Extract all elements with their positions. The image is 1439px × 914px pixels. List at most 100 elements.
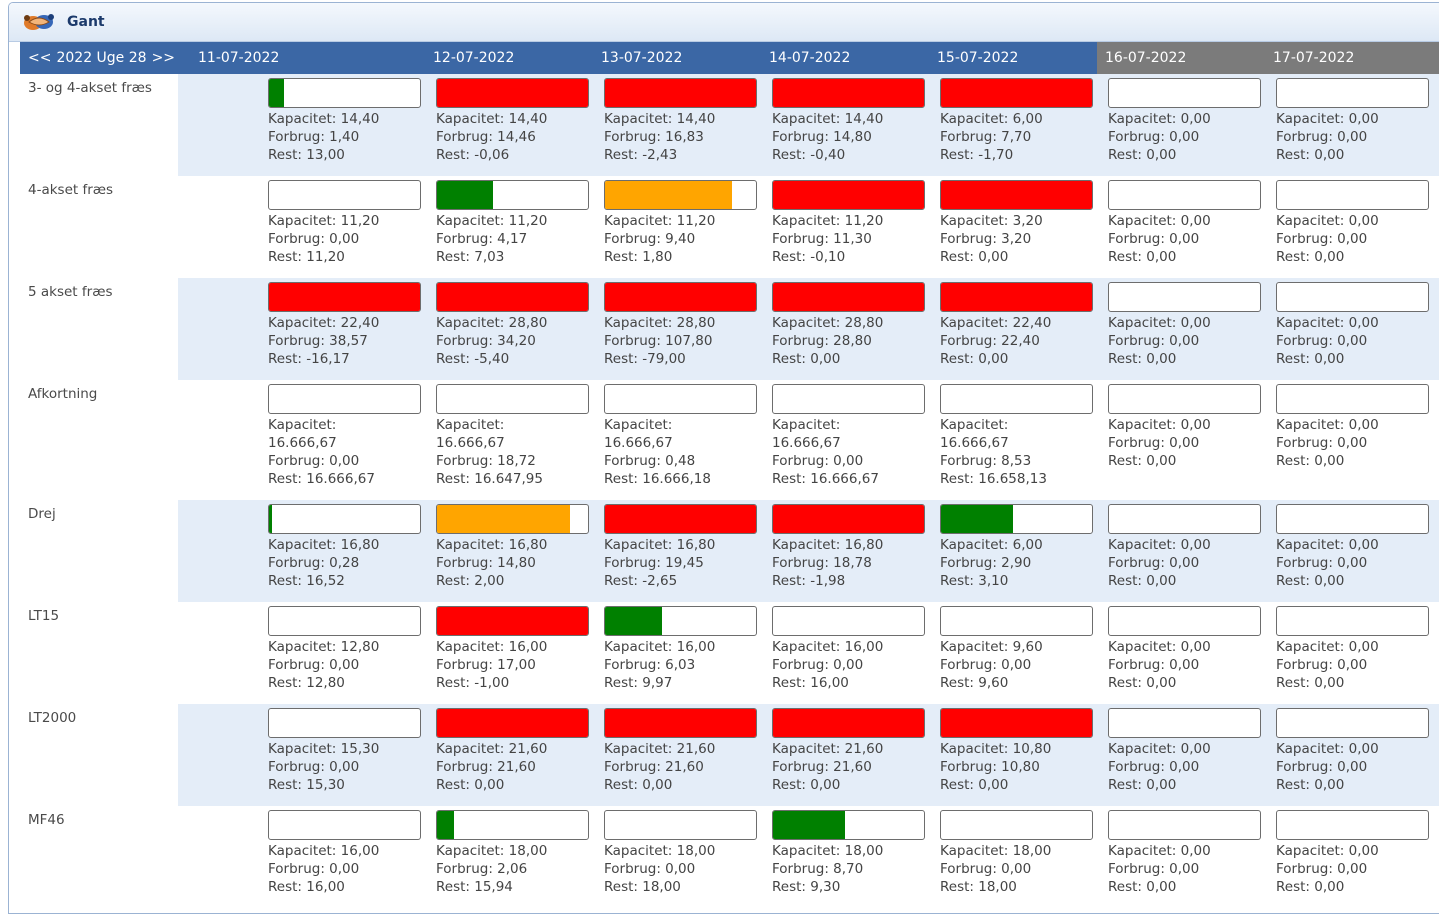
capacity-cell: Kapacitet: 9,60 Forbrug: 0,00 Rest: 9,60	[940, 602, 1108, 704]
capacity-line: 16.666,67	[772, 435, 841, 451]
capacity-bar[interactable]	[268, 504, 421, 534]
capacity-line: Kapacitet: 0,00	[1276, 315, 1379, 331]
capacity-bar[interactable]	[1276, 708, 1429, 738]
capacity-line: Rest: 15,30	[268, 777, 345, 793]
capacity-bar[interactable]	[604, 282, 757, 312]
capacity-bar[interactable]	[1108, 384, 1261, 414]
capacity-bar[interactable]	[436, 180, 589, 210]
capacity-bar[interactable]	[436, 810, 589, 840]
capacity-line: Forbrug: 0,00	[1276, 129, 1368, 145]
capacity-bar[interactable]	[268, 606, 421, 636]
capacity-bar[interactable]	[604, 384, 757, 414]
capacity-bar[interactable]	[772, 606, 925, 636]
capacity-bar[interactable]	[268, 810, 421, 840]
capacity-line: Forbrug: 0,00	[1108, 129, 1200, 145]
capacity-cell: Kapacitet: 21,60 Forbrug: 21,60 Rest: 0,00	[436, 704, 604, 806]
capacity-line: Kapacitet: 16,80	[772, 537, 884, 553]
capacity-bar[interactable]	[772, 78, 925, 108]
capacity-bar[interactable]	[604, 180, 757, 210]
capacity-cell: Kapacitet: 21,60 Forbrug: 21,60 Rest: 0,00	[604, 704, 772, 806]
capacity-line: Forbrug: 0,00	[268, 759, 360, 775]
capacity-bar[interactable]	[436, 708, 589, 738]
capacity-bar[interactable]	[436, 504, 589, 534]
capacity-line: Rest: 16.666,67	[772, 471, 879, 487]
capacity-bar[interactable]	[436, 384, 589, 414]
capacity-line: Rest: -79,00	[604, 351, 686, 367]
capacity-bar[interactable]	[772, 810, 925, 840]
prev-week-button[interactable]: <<	[28, 50, 52, 66]
capacity-bar-fill	[773, 505, 924, 533]
capacity-bar[interactable]	[1276, 384, 1429, 414]
capacity-bar[interactable]	[604, 606, 757, 636]
capacity-bar[interactable]	[268, 180, 421, 210]
capacity-info: Kapacitet: 11,20 Forbrug: 11,30 Rest: -0,1…	[772, 212, 940, 266]
capacity-bar[interactable]	[940, 78, 1093, 108]
capacity-line: Kapacitet: 11,20	[268, 213, 380, 229]
capacity-bar-fill	[437, 181, 493, 209]
capacity-bar[interactable]	[1108, 504, 1261, 534]
capacity-bar[interactable]	[940, 606, 1093, 636]
capacity-bar[interactable]	[604, 810, 757, 840]
capacity-bar[interactable]	[772, 180, 925, 210]
capacity-bar[interactable]	[940, 384, 1093, 414]
capacity-cell: Kapacitet: 6,00 Forbrug: 2,90 Rest: 3,10	[940, 500, 1108, 602]
capacity-bar[interactable]	[1108, 606, 1261, 636]
capacity-line: Rest: 16.658,13	[940, 471, 1047, 487]
capacity-bar[interactable]	[772, 708, 925, 738]
next-week-button[interactable]: >>	[151, 50, 176, 66]
capacity-bar[interactable]	[940, 810, 1093, 840]
capacity-line: Kapacitet: 18,00	[772, 843, 884, 859]
capacity-line: Forbrug: 9,40	[604, 231, 696, 247]
capacity-line: Rest: 0,00	[1108, 453, 1177, 469]
capacity-bar[interactable]	[604, 504, 757, 534]
capacity-line: Rest: 1,80	[604, 249, 673, 265]
capacity-info: Kapacitet: 18,00 Forbrug: 8,70 Rest: 9,30	[772, 842, 940, 896]
capacity-bar[interactable]	[940, 180, 1093, 210]
capacity-bar[interactable]	[436, 78, 589, 108]
capacity-line: Kapacitet: 0,00	[1276, 843, 1379, 859]
capacity-bar[interactable]	[436, 282, 589, 312]
capacity-bar[interactable]	[604, 78, 757, 108]
capacity-bar[interactable]	[772, 384, 925, 414]
capacity-bar[interactable]	[1276, 606, 1429, 636]
capacity-bar[interactable]	[772, 282, 925, 312]
capacity-bar[interactable]	[436, 606, 589, 636]
capacity-line: Rest: 0,00	[1108, 573, 1177, 589]
capacity-line: Kapacitet: 0,00	[1108, 213, 1211, 229]
panel-titlebar: Gant	[9, 3, 1439, 42]
capacity-bar[interactable]	[268, 282, 421, 312]
day-header: 15-07-2022	[929, 42, 1097, 74]
capacity-bar[interactable]	[268, 78, 421, 108]
capacity-info: Kapacitet: 16.666,67 Forbrug: 0,00 Rest: 16…	[268, 416, 436, 488]
capacity-bar[interactable]	[1108, 282, 1261, 312]
capacity-line: Kapacitet: 15,30	[268, 741, 380, 757]
capacity-bar[interactable]	[1276, 810, 1429, 840]
capacity-bar[interactable]	[1276, 180, 1429, 210]
capacity-line: 16.666,67	[604, 435, 673, 451]
capacity-bar[interactable]	[1276, 282, 1429, 312]
capacity-line: Kapacitet: 14,40	[436, 111, 548, 127]
capacity-line: Forbrug: 0,28	[268, 555, 360, 571]
capacity-bar[interactable]	[1276, 504, 1429, 534]
capacity-bar[interactable]	[1108, 810, 1261, 840]
capacity-bar[interactable]	[940, 504, 1093, 534]
capacity-bar[interactable]	[940, 282, 1093, 312]
capacity-bar[interactable]	[1108, 708, 1261, 738]
capacity-bar-fill	[605, 79, 756, 107]
capacity-bar[interactable]	[1108, 78, 1261, 108]
capacity-bar[interactable]	[604, 708, 757, 738]
capacity-line: Kapacitet: 18,00	[940, 843, 1052, 859]
capacity-bar[interactable]	[1276, 78, 1429, 108]
capacity-line: Kapacitet: 18,00	[604, 843, 716, 859]
capacity-bar[interactable]	[268, 708, 421, 738]
capacity-bar[interactable]	[772, 504, 925, 534]
capacity-line: Forbrug: 0,00	[1276, 657, 1368, 673]
capacity-info: Kapacitet: 28,80 Forbrug: 107,80 Rest: -79…	[604, 314, 772, 368]
panel-title: Gant	[67, 14, 105, 30]
capacity-bar[interactable]	[268, 384, 421, 414]
capacity-bar[interactable]	[940, 708, 1093, 738]
capacity-line: Forbrug: 21,60	[604, 759, 704, 775]
capacity-bar-fill	[605, 709, 756, 737]
day-header: 12-07-2022	[425, 42, 593, 74]
capacity-bar[interactable]	[1108, 180, 1261, 210]
